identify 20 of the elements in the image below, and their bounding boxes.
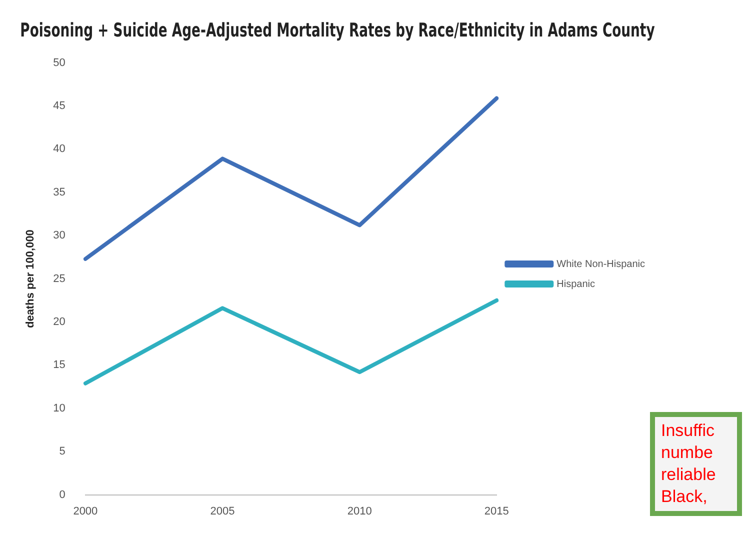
y-tick-label: 5: [59, 446, 66, 458]
y-axis-title: deaths per 100,000: [24, 230, 37, 328]
chart-title: Poisoning + Suicide Age-Adjusted Mortality Rates by Race/Ethnicity in Adams County: [20, 18, 656, 41]
y-tick-label: 40: [53, 143, 66, 156]
legend-label: White Non-Hispanic: [556, 258, 646, 270]
x-tick-label: 2010: [347, 505, 372, 518]
y-tick-label: 30: [53, 230, 66, 242]
y-tick-label: 0: [59, 488, 66, 501]
y-tick-label: 15: [53, 359, 66, 372]
x-tick-label: 2015: [484, 505, 509, 518]
y-tick-label: 20: [53, 316, 66, 328]
legend-label: Hispanic: [556, 278, 595, 290]
y-tick-label: 35: [53, 186, 66, 198]
x-tick-label: 2005: [210, 505, 235, 518]
y-tick-label: 50: [53, 56, 66, 69]
text: Insuffic numbe reliable Black,: [650, 412, 742, 516]
y-tick-label: 45: [53, 100, 66, 112]
y-tick-label: 25: [53, 272, 66, 285]
x-tick-label: 2000: [73, 505, 98, 518]
y-tick-label: 10: [53, 402, 66, 414]
